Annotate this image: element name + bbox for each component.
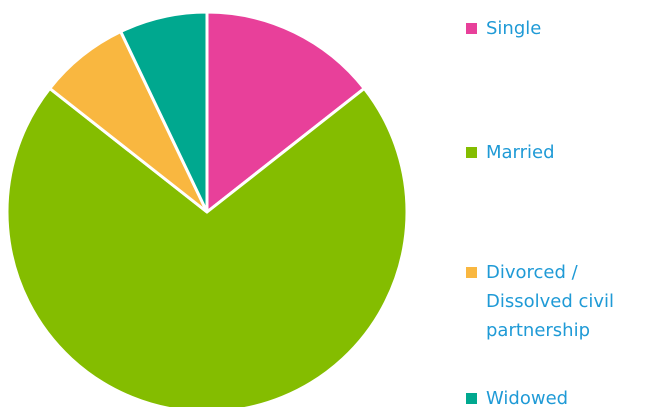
pie: [5, 10, 409, 407]
legend-swatch: [466, 393, 477, 404]
legend-label: Divorced / Dissolved civil partnership: [486, 262, 615, 341]
legend-swatch: [466, 267, 477, 278]
legend-label: Widowed: [486, 388, 569, 409]
pie-slice: [5, 86, 409, 407]
legend-item: Widowed: [466, 384, 651, 413]
legend-item: Single: [466, 14, 651, 43]
legend-label: Single: [486, 18, 542, 39]
legend-swatch: [466, 23, 477, 34]
legend-item: Married: [466, 138, 651, 167]
pie-slice: [118, 10, 209, 213]
legend-swatch: [466, 147, 477, 158]
legend-label: Married: [486, 142, 555, 163]
pie-slice: [205, 10, 367, 216]
legend-item: Divorced / Dissolved civil partnership: [466, 258, 651, 345]
